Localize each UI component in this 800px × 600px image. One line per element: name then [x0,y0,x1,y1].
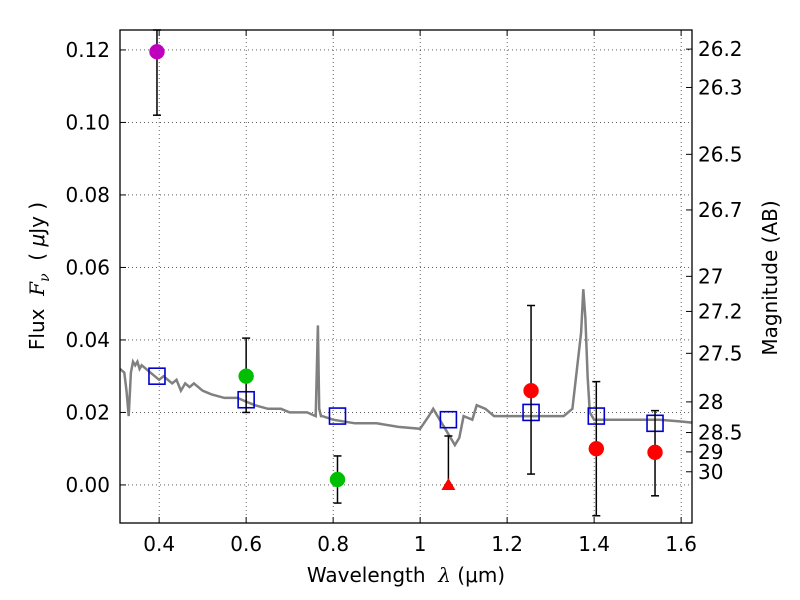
y-tick-label: 0.12 [65,38,110,62]
photometry-circle-marker [588,440,605,457]
magnitude-tick-label: 26.5 [698,142,743,166]
x-axis-title: Wavelength λ (μm) [307,563,505,587]
y-tick-label: 0.02 [65,400,110,424]
x-tick-label: 1 [414,532,427,556]
photometry-circle-marker [647,444,663,461]
photometry-circle-marker [149,44,165,60]
model-spectrum [119,289,693,448]
upper-limit-triangle-marker [441,477,456,490]
x-axis-title-var: λ [437,563,451,587]
magnitude-tick-label: 30 [698,460,723,484]
y-tick-label: 0.08 [65,183,110,207]
y2-axis-title: Magnitude (AB) [758,200,782,355]
y-axis-title-mu: μ [25,234,49,248]
magnitude-tick-label: 28 [698,390,723,414]
photometry-circle-marker [238,368,254,384]
x-axis-title-pre: Wavelength [307,563,438,587]
x-tick-label: 0.4 [143,532,175,556]
grid [120,30,692,523]
magnitude-tick-label: 27.5 [698,341,743,365]
model-square-marker [148,367,166,385]
y-tick-label: 0.06 [65,255,110,279]
magnitude-tick-label: 29 [698,440,723,464]
data-points [148,29,664,517]
magnitude-tick-label: 28.5 [698,421,743,445]
y-axis-title-pre: Flux [25,296,49,350]
magnitude-tick-label: 26.2 [698,37,743,61]
model-spectrum-line [119,289,693,448]
plot-frame [119,29,693,524]
y-axis-title-open: ( [25,247,49,274]
x-tick-label: 0.6 [230,532,262,556]
x-tick-label: 1.2 [491,532,523,556]
model-square-marker [328,407,347,425]
magnitude-tick-label: 26.7 [698,198,743,222]
x-tick-label: 0.8 [317,532,349,556]
photometry-circle-marker [329,471,346,488]
y-axis-title-sub: ν [37,273,53,282]
ticks: 0.4 0.6 0.8 1 1.2 1.4 1.6 0.00 0.02 0.04 0.06 0.08 0… [65,30,743,556]
y-axis-title-unit: Jy ) [25,202,49,236]
y-axis-title-var: F [25,281,49,297]
y-axis-title: Flux Fν ( μJy ) [25,202,53,350]
x-tick-label: 1.6 [665,532,697,556]
magnitude-tick-label: 27.2 [698,299,743,323]
y-tick-label: 0.04 [65,328,110,352]
photometry-circle-marker [523,382,539,399]
y-tick-label: 0.00 [65,473,110,497]
x-tick-label: 1.4 [578,532,610,556]
magnitude-tick-label: 27 [698,264,723,288]
y-tick-label: 0.10 [65,110,110,134]
model-square-marker [439,410,458,429]
magnitude-tick-label: 26.3 [698,75,743,99]
x-axis-title-unit: (μm) [451,563,505,587]
